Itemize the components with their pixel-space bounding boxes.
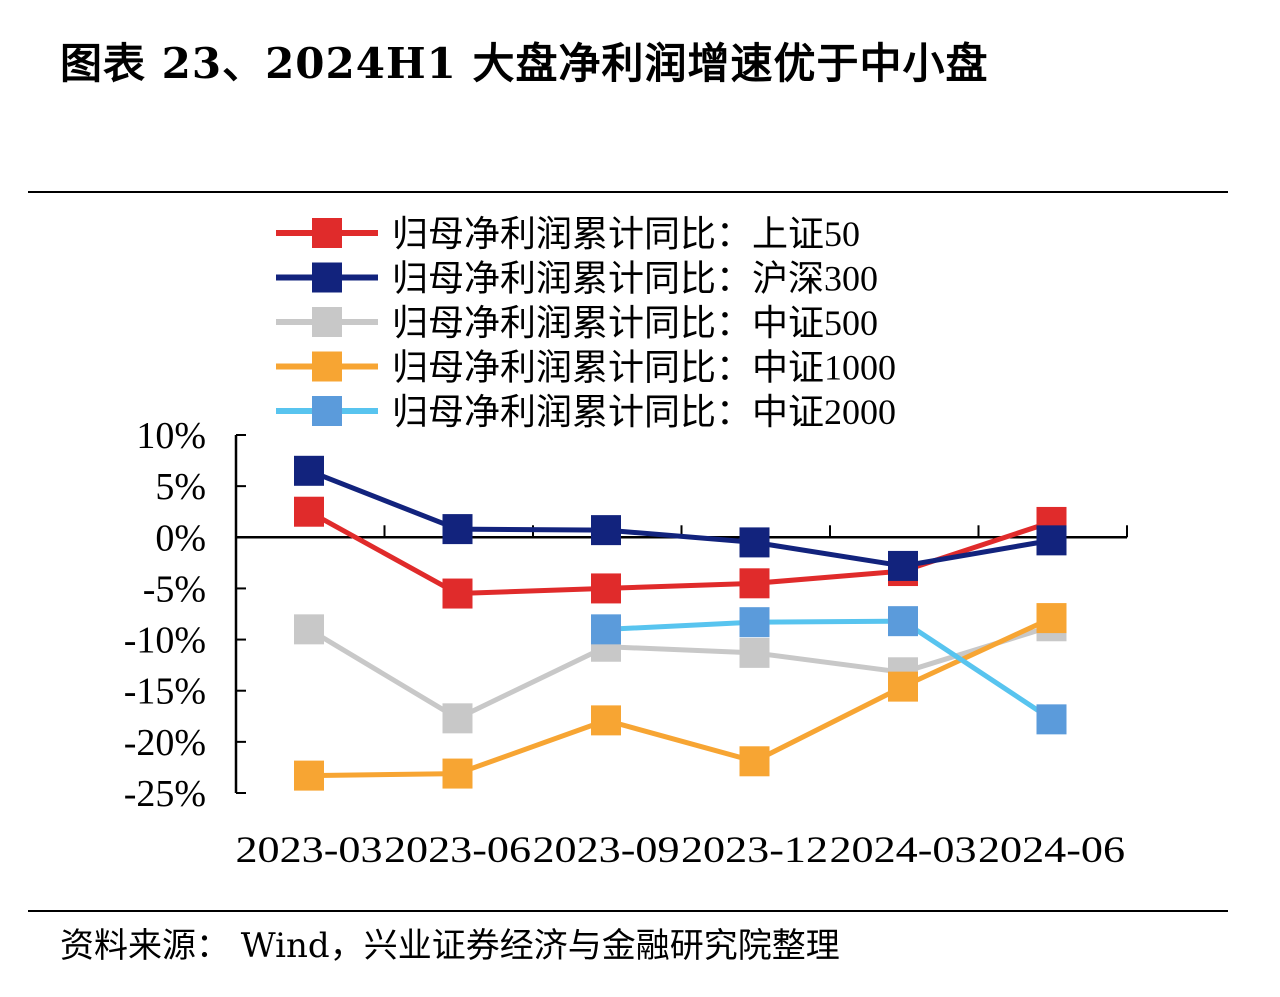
x-tick-label: 2024-03 xyxy=(830,830,977,871)
legend-swatch-marker xyxy=(312,396,342,426)
data-point xyxy=(591,573,621,604)
legend: 归母净利润累计同比：上证50归母净利润累计同比：沪深300归母净利润累计同比：中… xyxy=(276,214,896,432)
data-point xyxy=(739,607,770,638)
data-point xyxy=(1036,603,1067,634)
x-tick-label: 2023-03 xyxy=(236,830,383,871)
y-tick-label: 10% xyxy=(136,415,206,457)
bottom-divider xyxy=(28,910,1228,912)
series-group xyxy=(294,455,1067,791)
data-point xyxy=(739,527,770,558)
legend-label: 归母净利润累计同比：中证1000 xyxy=(392,348,896,388)
data-point xyxy=(591,614,621,645)
data-point xyxy=(888,606,918,637)
y-tick-label: -10% xyxy=(124,620,206,662)
series-1 xyxy=(294,455,1067,581)
page-title: 图表 23、2024H1 大盘净利润增速优于中小盘 xyxy=(60,39,989,88)
data-point xyxy=(1036,525,1067,556)
x-tick-label: 2023-12 xyxy=(681,830,828,871)
x-tick-label: 2023-09 xyxy=(533,830,680,871)
y-tick-label: -5% xyxy=(143,568,206,610)
y-tick-label: -20% xyxy=(124,722,206,764)
y-tick-label: 5% xyxy=(155,466,206,508)
series-line xyxy=(308,468,1052,569)
series-0 xyxy=(294,496,1067,609)
legend-swatch-marker xyxy=(312,218,342,248)
data-point xyxy=(739,746,770,777)
y-tick-label: -25% xyxy=(124,773,206,815)
series-line xyxy=(605,618,1053,722)
data-point xyxy=(442,578,473,609)
x-tick-label: 2024-06 xyxy=(978,830,1125,871)
series-2 xyxy=(294,611,1067,734)
data-point xyxy=(888,671,918,702)
x-tick-label: 2023-06 xyxy=(384,830,531,871)
legend-label: 归母净利润累计同比：中证500 xyxy=(392,303,878,343)
series-3 xyxy=(294,603,1067,791)
data-point xyxy=(294,496,324,527)
data-point xyxy=(739,568,770,599)
data-point xyxy=(591,515,621,546)
data-point xyxy=(294,614,324,645)
data-point xyxy=(294,760,324,791)
data-point xyxy=(294,455,324,486)
y-tick-label: 0% xyxy=(155,517,206,559)
legend-label: 归母净利润累计同比：中证2000 xyxy=(392,392,896,432)
source-note: 资料来源： Wind，兴业证券经济与金融研究院整理 xyxy=(60,926,840,966)
data-point xyxy=(591,705,621,736)
legend-label: 归母净利润累计同比：沪深300 xyxy=(392,259,878,299)
legend-swatch-marker xyxy=(312,262,342,293)
legend-item: 归母净利润累计同比：上证50 xyxy=(276,214,860,254)
series-line xyxy=(308,615,1053,779)
legend-item: 归母净利润累计同比：沪深300 xyxy=(276,259,878,299)
data-point xyxy=(1036,704,1067,735)
axes: 10% 5% 0% -5% -10% -15% -20% -25% 2023-03 2023-06… xyxy=(124,415,1128,871)
data-point xyxy=(739,637,770,668)
top-divider xyxy=(28,191,1228,193)
legend-swatch-marker xyxy=(312,351,342,382)
legend-label: 归母净利润累计同比：上证50 xyxy=(392,214,860,254)
legend-item: 归母净利润累计同比：中证2000 xyxy=(276,392,896,432)
data-point xyxy=(442,758,473,789)
data-point xyxy=(442,703,473,734)
legend-item: 归母净利润累计同比：中证1000 xyxy=(276,348,896,388)
data-point xyxy=(442,514,473,545)
legend-swatch-marker xyxy=(312,307,342,337)
series-4 xyxy=(591,606,1067,735)
data-point xyxy=(888,550,918,581)
y-tick-label: -15% xyxy=(124,671,206,713)
series-line xyxy=(307,509,1053,597)
legend-item: 归母净利润累计同比：中证500 xyxy=(276,303,878,343)
series-line xyxy=(307,623,1053,721)
